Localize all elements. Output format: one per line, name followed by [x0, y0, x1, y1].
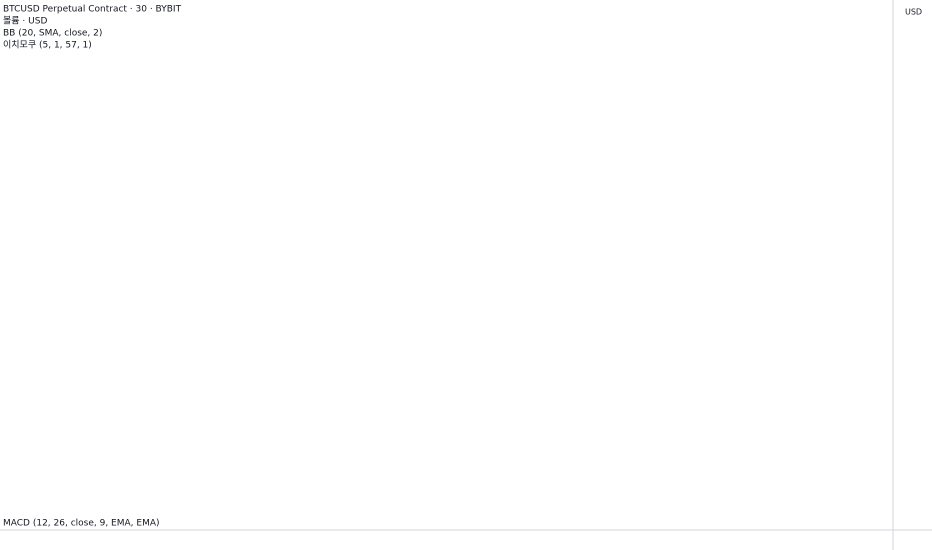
- indicator-label: MACD (12, 26, close, 9, EMA, EMA): [3, 519, 160, 529]
- indicator-label: 이치모쿠 (5, 1, 57, 1): [3, 39, 92, 51]
- currency-label: USD: [905, 8, 922, 17]
- indicator-label: 볼륨 · USD: [3, 16, 47, 27]
- indicator-label: BB (20, SMA, close, 2): [3, 29, 102, 39]
- chart-title: BTCUSD Perpetual Contract · 30 · BYBIT: [3, 5, 182, 15]
